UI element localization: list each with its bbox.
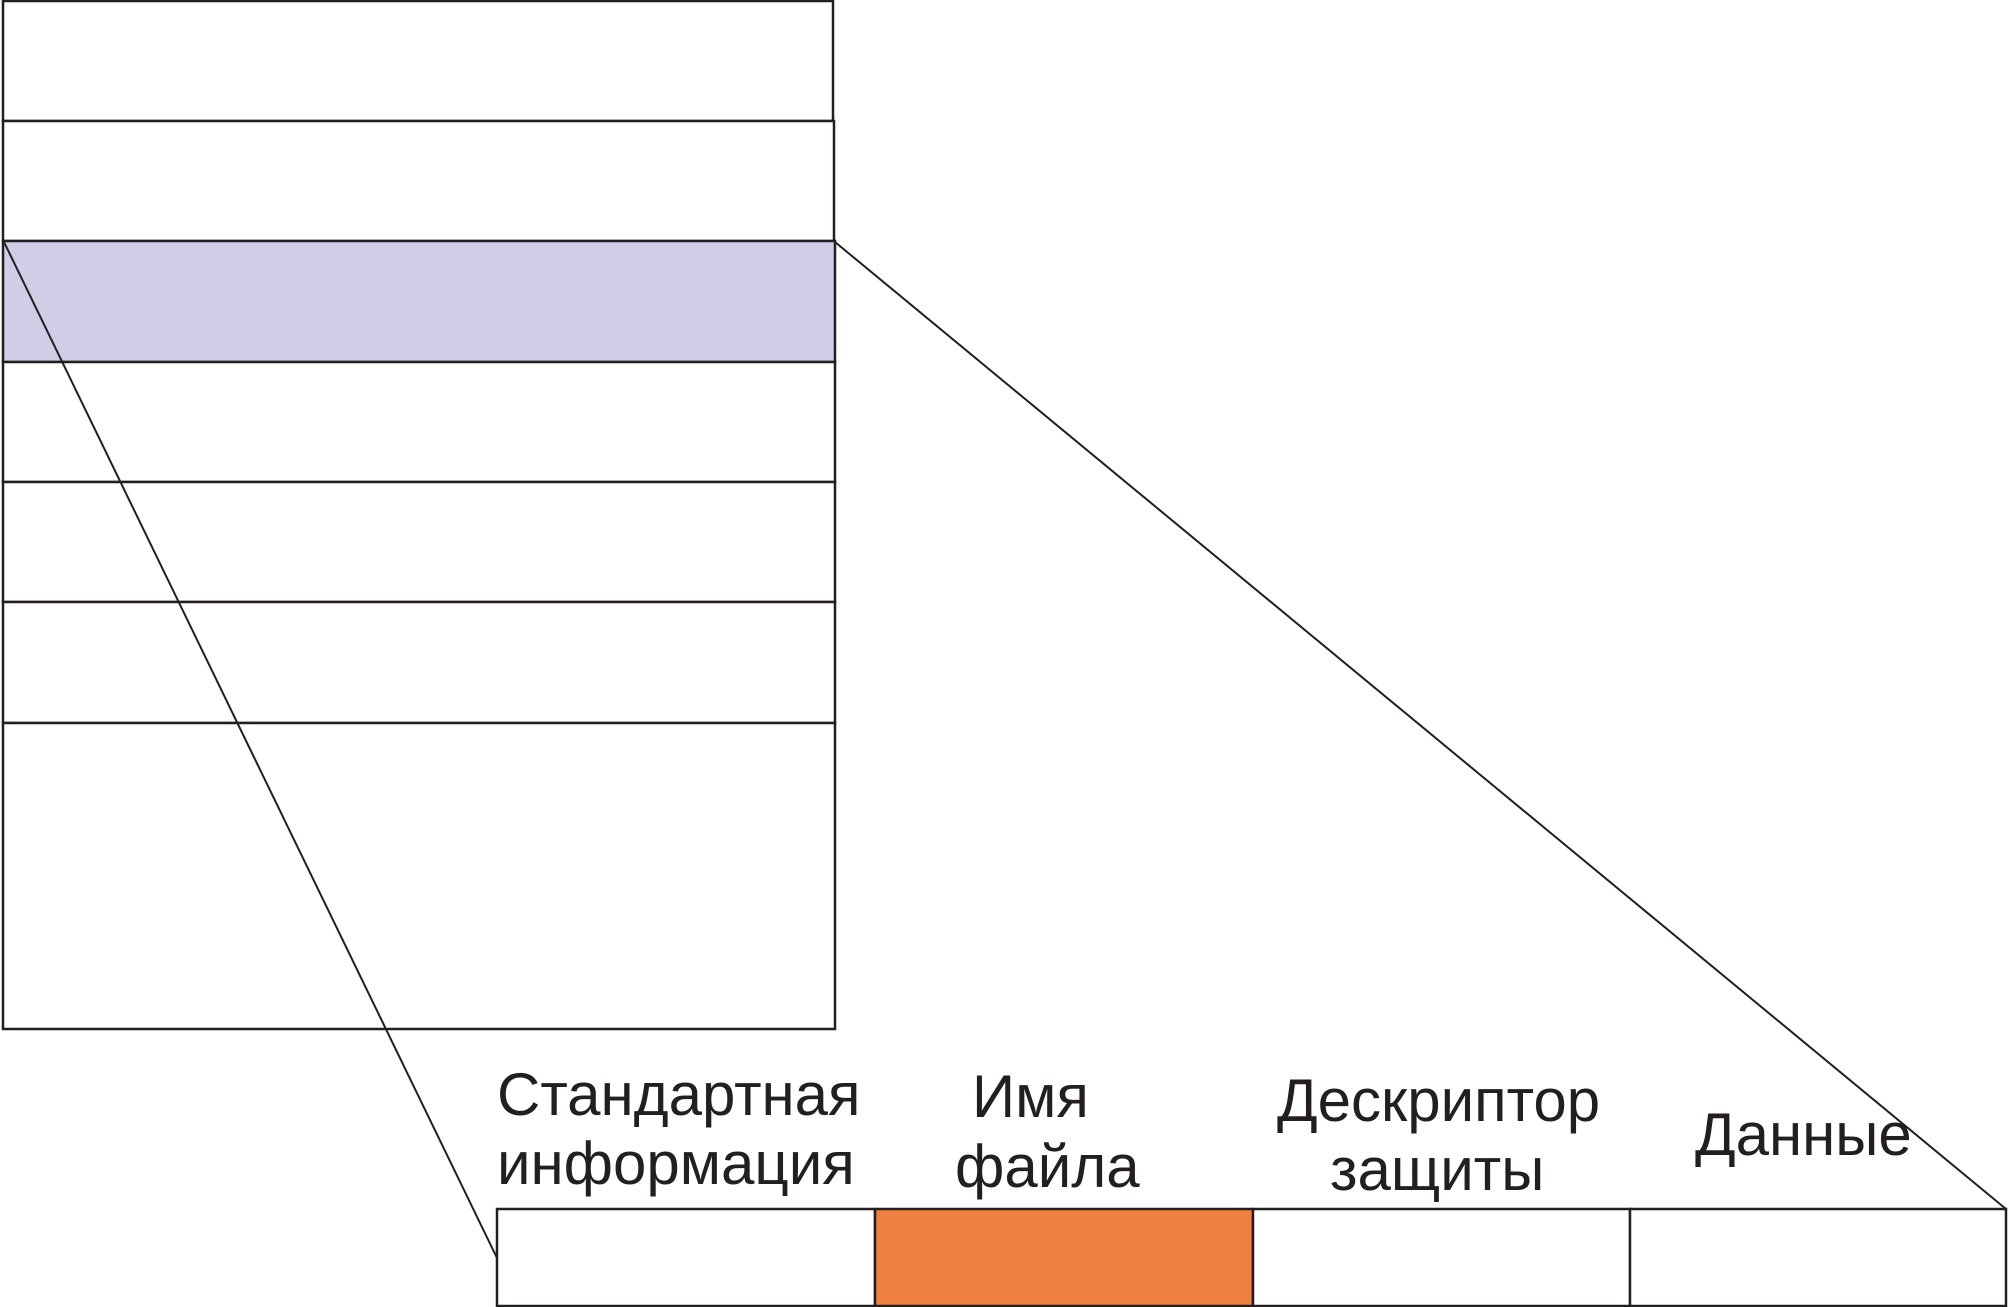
mft-row-6 <box>1 600 837 725</box>
label-standard-info-line2: информация <box>497 1130 855 1197</box>
label-security-descriptor-line1: Дескриптор <box>1277 1067 1600 1134</box>
label-file-name-line1: Имя <box>972 1063 1089 1130</box>
label-file-name-line2: файла <box>955 1133 1140 1200</box>
zoom-line-right <box>834 241 2007 1210</box>
label-security-descriptor-line2: защиты <box>1330 1136 1544 1203</box>
zoom-line-left <box>3 241 498 1259</box>
mft-row-highlighted <box>1 239 837 364</box>
field-standard-info <box>495 1207 877 1307</box>
mft-row-1 <box>1 0 835 123</box>
mft-row-4 <box>1 360 837 484</box>
field-file-name <box>873 1207 1255 1307</box>
label-data: Данные <box>1695 1101 1912 1168</box>
mft-table <box>1 0 837 1031</box>
mft-row-2 <box>1 119 836 243</box>
field-security-descriptor <box>1251 1207 1632 1307</box>
mft-row-5 <box>1 480 837 604</box>
label-standard-info-line1: Стандартная <box>497 1061 861 1128</box>
record-fields <box>495 1207 2008 1307</box>
field-data <box>1628 1207 2008 1307</box>
field-labels: Стандартная информация Имя файла Дескрип… <box>497 1061 1912 1203</box>
mft-row-7 <box>1 721 837 1031</box>
